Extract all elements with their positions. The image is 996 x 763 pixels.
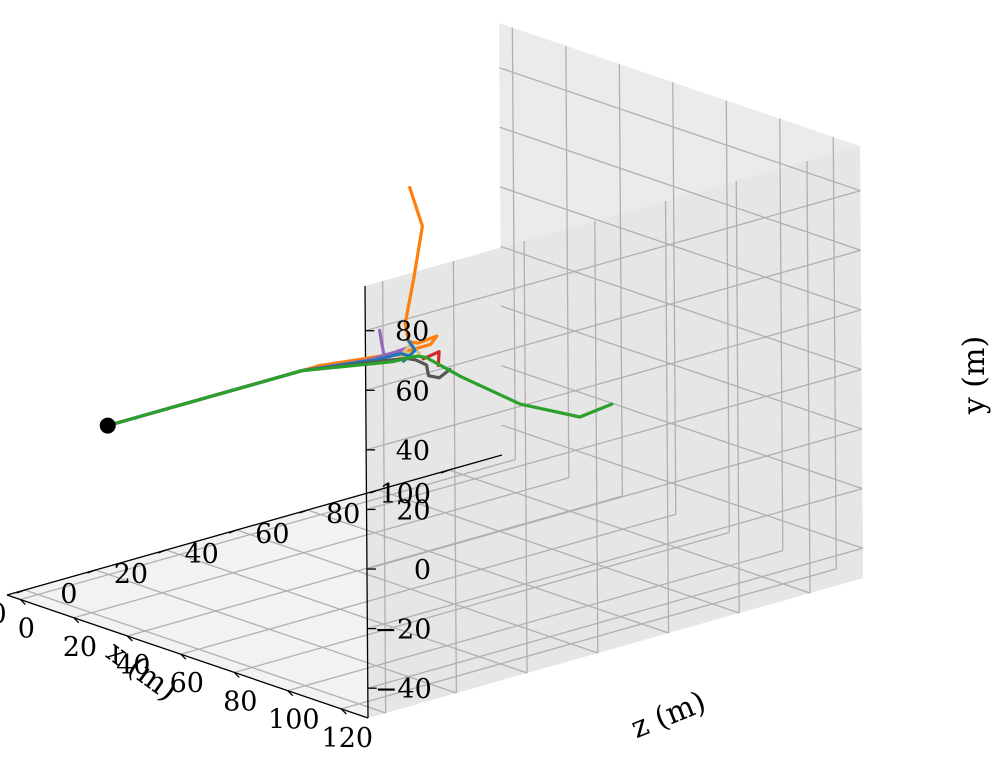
grid-z-floor bbox=[180, 513, 676, 655]
x-tick-mark bbox=[440, 469, 450, 474]
z-tick-mark bbox=[180, 653, 187, 660]
z-tick-label: 40 bbox=[116, 650, 150, 681]
y-tick-label: 80 bbox=[395, 317, 429, 348]
grid-y-left bbox=[501, 424, 864, 549]
z-axis-line bbox=[6, 594, 369, 719]
y-axis-label: y (m) bbox=[957, 336, 992, 415]
y-tick-label: 60 bbox=[395, 376, 429, 407]
grid-y-back bbox=[366, 428, 863, 570]
z-tick-mark bbox=[73, 617, 80, 624]
z-tick-label: 80 bbox=[223, 686, 257, 717]
grid-y-left bbox=[499, 126, 861, 251]
grid-x-back bbox=[594, 220, 599, 654]
grid-lines bbox=[20, 27, 864, 714]
x-tick-mark bbox=[87, 569, 96, 574]
grid-y-left bbox=[499, 186, 862, 311]
grid-z-floor bbox=[234, 531, 730, 674]
grid-x-back bbox=[806, 160, 811, 594]
grid-x-floor bbox=[24, 589, 386, 714]
grid-z-floor bbox=[20, 458, 516, 601]
z-tick-label: 60 bbox=[170, 668, 204, 699]
grid-x-back bbox=[523, 240, 528, 674]
grid-z-floor bbox=[287, 550, 783, 692]
grid-z-left bbox=[832, 136, 837, 569]
grid-y-back bbox=[366, 368, 862, 511]
x-tick-label: 100 bbox=[379, 479, 431, 510]
grid-x-back bbox=[664, 200, 670, 634]
grid-z-floor bbox=[73, 477, 570, 619]
z-tick-mark bbox=[287, 690, 294, 697]
x-tick-label: 60 bbox=[255, 519, 289, 550]
grid-x-floor bbox=[448, 469, 811, 594]
z-tick-label: 0 bbox=[18, 614, 35, 645]
z-tick-mark bbox=[19, 599, 26, 606]
grid-z-left bbox=[618, 63, 623, 497]
y-tick-label: −40 bbox=[375, 674, 432, 705]
x-tick-mark bbox=[228, 529, 238, 534]
grid-z-left bbox=[511, 27, 517, 460]
y-tick-label: 40 bbox=[396, 436, 430, 467]
grid-y-back bbox=[367, 547, 863, 689]
x-tick-label: −20 bbox=[0, 599, 7, 630]
grid-x-back bbox=[735, 180, 740, 614]
z-tick-label: 120 bbox=[322, 723, 374, 754]
trajectory-line-5 bbox=[421, 350, 441, 368]
grid-z-left bbox=[672, 82, 677, 515]
grid-y-back bbox=[365, 309, 862, 451]
y-tick-label: 0 bbox=[414, 555, 431, 586]
grid-x-floor bbox=[165, 549, 528, 674]
grid-y-left bbox=[501, 365, 863, 490]
x-tick-label: 40 bbox=[184, 539, 218, 570]
grid-y-back bbox=[367, 487, 863, 630]
y-tick-label: 20 bbox=[396, 495, 430, 526]
grid-z-left bbox=[565, 45, 570, 478]
grid-z-left bbox=[779, 118, 784, 551]
x-tick-mark bbox=[370, 489, 379, 494]
grid-x-floor bbox=[378, 489, 740, 614]
grid-y-left bbox=[499, 67, 861, 192]
x-tick-mark bbox=[157, 549, 167, 554]
x-tick-mark bbox=[16, 589, 25, 594]
z-tick-label: 20 bbox=[63, 632, 97, 663]
trajectory-line-7 bbox=[106, 354, 614, 428]
grid-y-left bbox=[500, 305, 863, 430]
z-tick-mark bbox=[340, 708, 347, 715]
z-tick-mark bbox=[126, 635, 133, 642]
grid-y-back bbox=[365, 190, 861, 332]
x-tick-mark bbox=[299, 509, 308, 514]
grid-x-floor bbox=[307, 509, 669, 634]
grid-x-floor bbox=[236, 529, 599, 654]
z-tick-mark bbox=[233, 671, 240, 678]
grid-y-back bbox=[365, 249, 861, 391]
grid-z-floor bbox=[341, 568, 837, 710]
grid-y-left bbox=[500, 245, 862, 371]
grid-z-floor bbox=[127, 495, 623, 637]
grid-x-floor bbox=[95, 569, 457, 694]
x-tick-label: 0 bbox=[60, 579, 77, 610]
x-tick-label: 20 bbox=[114, 559, 148, 590]
start-marker-group bbox=[99, 417, 116, 434]
x-tick-label: 80 bbox=[326, 499, 360, 530]
y-tick-label: −20 bbox=[374, 615, 431, 646]
start-point-marker bbox=[99, 417, 116, 434]
z-axis-label: z (m) bbox=[626, 685, 711, 746]
z-tick-label: 100 bbox=[268, 705, 320, 736]
trajectory-series bbox=[106, 185, 614, 428]
tick-labels: −20020406080100020406080100120−40−200204… bbox=[0, 317, 432, 754]
grid-z-left bbox=[725, 100, 730, 533]
